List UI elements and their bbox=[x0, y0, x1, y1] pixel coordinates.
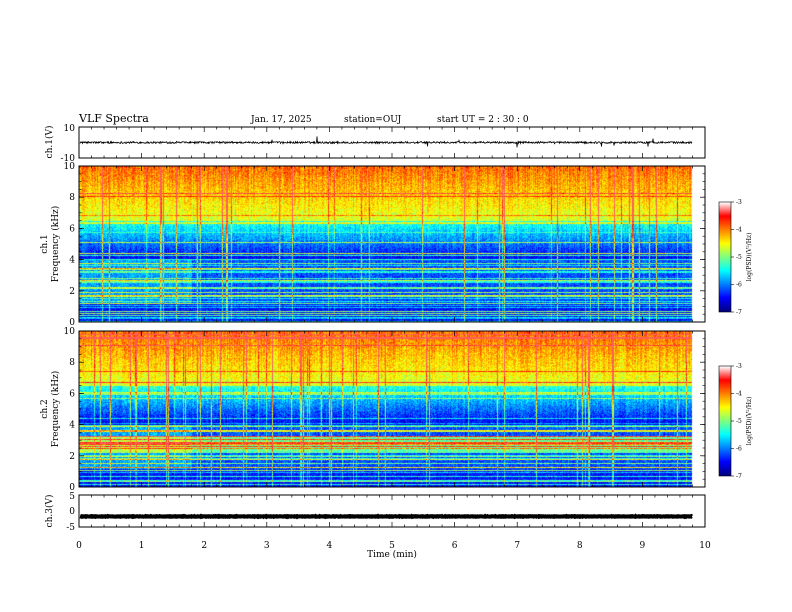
x-tick-label: 4 bbox=[327, 541, 333, 551]
ch1-spectrogram-ylabel-frequency: Frequency (kHz) bbox=[50, 206, 61, 283]
y-tick-label: 8 bbox=[69, 193, 75, 203]
ch3-ytick-middle: 0 bbox=[69, 507, 75, 517]
y-tick-label: 4 bbox=[69, 421, 75, 431]
y-tick-label: 2 bbox=[69, 287, 75, 297]
time-axis-label: Time (min) bbox=[367, 549, 417, 560]
ch1-spectrogram-xticks bbox=[78, 166, 706, 322]
x-tick-label: 6 bbox=[452, 541, 458, 551]
ch3-ytick-bottom: -5 bbox=[66, 523, 75, 533]
y-tick-label: 6 bbox=[69, 389, 75, 399]
ch1-spectrogram-panel: 0 2 4 6 8 10 ch.1 Frequency (kHz) -3 -4 -5 -6 -7 … bbox=[40, 162, 753, 328]
ch1-colorbar-label: log(PSD)(V²/Hz) bbox=[746, 233, 753, 282]
header-start-ut: start UT = 2 : 30 : 0 bbox=[437, 115, 529, 125]
x-tick-label: 9 bbox=[640, 541, 646, 551]
header-station: station=OUJ bbox=[344, 115, 402, 125]
figure-title: VLF Spectra bbox=[78, 112, 149, 125]
x-tick-label: 7 bbox=[514, 541, 520, 551]
ch1-ytick-bottom: -10 bbox=[61, 154, 76, 164]
x-tick-label: 8 bbox=[577, 541, 583, 551]
ch1-waveform-line bbox=[79, 136, 693, 148]
ch3-waveform-panel: 5 0 -5 ch.3(V) bbox=[44, 492, 706, 533]
x-tick-label: 3 bbox=[264, 541, 270, 551]
ch1-ytick-top: 10 bbox=[64, 124, 76, 134]
ch2-spectrogram-panel: 0 2 4 6 8 10 ch.2 Frequency (kHz) -3 -4 -5 -6 -7 … bbox=[40, 327, 753, 493]
ch2-colorbar-ticks: -3 -4 -5 -6 -7 bbox=[731, 363, 742, 480]
x-tick-label: 10 bbox=[699, 541, 711, 551]
colorbar-tick-label: -6 bbox=[736, 282, 742, 289]
ch1-colorbar-ticks: -3 -4 -5 -6 -7 bbox=[731, 199, 742, 316]
ch3-waveform-xticks bbox=[78, 495, 706, 527]
colorbar-tick-label: -4 bbox=[736, 227, 742, 234]
x-tick-label: 1 bbox=[139, 541, 145, 551]
y-tick-label: 10 bbox=[64, 327, 76, 337]
ch3-waveform-line bbox=[79, 513, 694, 520]
colorbar-tick-label: -5 bbox=[736, 418, 742, 425]
y-tick-label: 8 bbox=[69, 358, 75, 368]
ch1-colorbar-gradient bbox=[719, 202, 731, 312]
ch2-spectrogram-xticks bbox=[78, 331, 706, 487]
y-tick-label: 0 bbox=[69, 318, 75, 328]
ch2-spectrogram-image bbox=[79, 331, 705, 487]
ch3-ytick-top: 5 bbox=[69, 492, 75, 502]
ch2-colorbar: -3 -4 -5 -6 -7 log(PSD)(V²/Hz) bbox=[718, 363, 753, 480]
x-tick-label: 2 bbox=[201, 541, 207, 551]
ch1-waveform-frame bbox=[78, 126, 706, 159]
colorbar-tick-label: -4 bbox=[736, 391, 742, 398]
colorbar-tick-label: -6 bbox=[736, 446, 742, 453]
ch1-colorbar: -3 -4 -5 -6 -7 log(PSD)(V²/Hz) bbox=[718, 199, 753, 316]
x-tick-label: 5 bbox=[389, 541, 395, 551]
ch2-spectrogram-yticks: 0 2 4 6 8 10 bbox=[64, 327, 705, 493]
ch2-colorbar-gradient bbox=[719, 366, 731, 476]
header-date: Jan. 17, 2025 bbox=[250, 115, 312, 125]
colorbar-tick-label: -3 bbox=[736, 199, 742, 206]
colorbar-tick-label: -7 bbox=[736, 309, 742, 316]
ch1-spectrogram-yticks: 0 2 4 6 8 10 bbox=[64, 162, 705, 328]
ch1-waveform-ylabel: ch.1(V) bbox=[44, 126, 55, 159]
colorbar-tick-label: -5 bbox=[736, 254, 742, 261]
ch1-spectrogram-image bbox=[79, 166, 705, 322]
ch2-spectrogram-ylabel-channel: ch.2 bbox=[40, 399, 50, 418]
colorbar-tick-label: -7 bbox=[736, 473, 742, 480]
ch2-colorbar-label: log(PSD)(V²/Hz) bbox=[746, 397, 753, 446]
y-tick-label: 0 bbox=[69, 483, 75, 493]
ch2-spectrogram-ylabel-frequency: Frequency (kHz) bbox=[50, 371, 61, 448]
y-tick-label: 10 bbox=[64, 162, 76, 172]
x-tick-label: 0 bbox=[76, 541, 82, 551]
y-tick-label: 6 bbox=[69, 224, 75, 234]
ch1-spectrogram-ylabel-channel: ch.1 bbox=[40, 234, 50, 253]
ch1-waveform-xticks bbox=[78, 127, 706, 158]
ch1-waveform-panel: 10 -10 ch.1(V) bbox=[44, 124, 706, 164]
colorbar-tick-label: -3 bbox=[736, 363, 742, 370]
ch3-waveform-ylabel: ch.3(V) bbox=[44, 495, 55, 528]
y-tick-label: 2 bbox=[69, 452, 75, 462]
time-axis-tick-labels: 0 1 2 3 4 5 6 7 8 9 10 bbox=[76, 541, 711, 551]
y-tick-label: 4 bbox=[69, 256, 75, 266]
